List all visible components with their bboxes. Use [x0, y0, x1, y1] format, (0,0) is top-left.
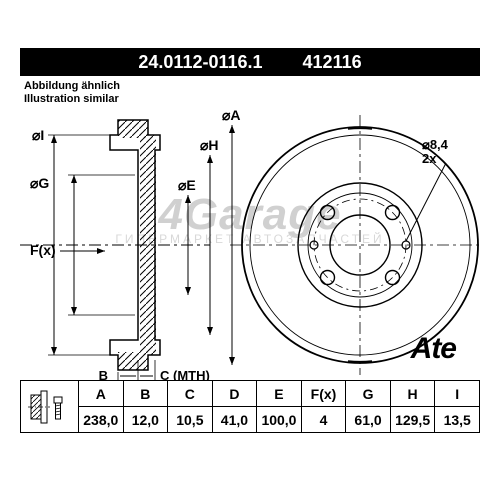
label-diam-G: ⌀G	[30, 175, 49, 191]
val-B: 12,0	[123, 407, 168, 433]
col-C: C	[168, 381, 213, 407]
label-diam-H: ⌀H	[200, 137, 219, 153]
col-I: I	[435, 381, 480, 407]
label-diam-A: ⌀A	[222, 107, 241, 123]
label-diam-I: ⌀I	[32, 127, 44, 143]
short-number: 412116	[303, 52, 362, 73]
side-view: ⌀I ⌀G F(x) B C (MTH) D	[20, 120, 210, 380]
spec-table: A B C D E F(x) G H I 238,0 12,0 10,5 41,…	[20, 380, 480, 433]
disc-section-icon	[28, 387, 72, 427]
val-E: 100,0	[257, 407, 302, 433]
col-E: E	[257, 381, 302, 407]
val-G: 61,0	[346, 407, 391, 433]
col-A: A	[79, 381, 124, 407]
label-hole-count: 2x	[422, 151, 437, 166]
disc-icon-cell	[21, 381, 79, 433]
col-B: B	[123, 381, 168, 407]
mid-dims: ⌀E ⌀H ⌀A	[178, 107, 241, 365]
val-D: 41,0	[212, 407, 257, 433]
part-number: 24.0112-0116.1	[138, 52, 262, 73]
label-fx: F(x)	[30, 242, 56, 258]
spec-header-row: A B C D E F(x) G H I	[21, 381, 480, 407]
val-H: 129,5	[390, 407, 435, 433]
spec-value-row: 238,0 12,0 10,5 41,0 100,0 4 61,0 129,5 …	[21, 407, 480, 433]
col-D: D	[212, 381, 257, 407]
label-hole-diam: ⌀8,4	[422, 137, 449, 152]
col-H: H	[390, 381, 435, 407]
label-diam-E: ⌀E	[178, 177, 196, 193]
val-C: 10,5	[168, 407, 213, 433]
val-A: 238,0	[79, 407, 124, 433]
brand-logo: Ate	[411, 332, 456, 366]
val-Fx: 4	[301, 407, 346, 433]
label-c: C (MTH)	[160, 368, 210, 380]
col-G: G	[346, 381, 391, 407]
header-bar: 24.0112-0116.1 412116	[20, 48, 480, 76]
col-Fx: F(x)	[301, 381, 346, 407]
val-I: 13,5	[435, 407, 480, 433]
